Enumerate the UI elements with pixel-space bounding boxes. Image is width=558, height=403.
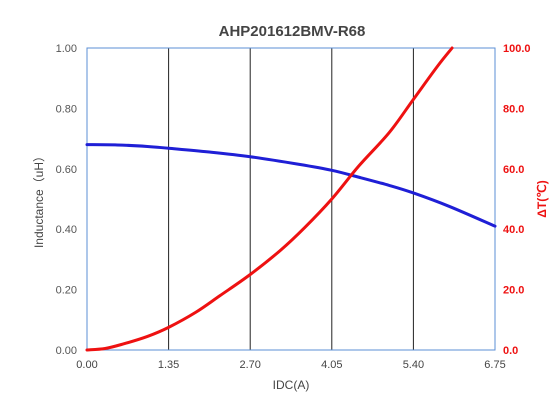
inductance-series-line (85, 143, 497, 228)
x-tick-label: 5.40 (403, 359, 424, 371)
right-y-axis-label: ΔT(℃) (535, 180, 549, 217)
left-y-tick-label: 0.20 (56, 285, 77, 297)
right-y-axis-ticks: 0.0 20.0 40.0 60.0 80.0 100.0 (503, 43, 531, 357)
temperature-rise-series-line (85, 46, 454, 352)
chart-title: AHP201612BMV-R68 (219, 23, 366, 40)
left-y-tick-label: 0.00 (56, 345, 77, 357)
left-y-axis-ticks: 0.00 0.20 0.40 0.60 0.80 1.00 (56, 43, 77, 357)
x-tick-label: 4.05 (321, 359, 342, 371)
x-axis-ticks: 0.00 1.35 2.70 4.05 5.40 6.75 (76, 359, 505, 371)
left-y-tick-label: 0.80 (56, 103, 77, 115)
x-tick-label: 6.75 (484, 359, 505, 371)
x-axis-label: IDC(A) (273, 378, 310, 392)
right-y-tick-label: 80.0 (503, 103, 524, 115)
x-tick-label: 0.00 (76, 359, 97, 371)
right-y-tick-label: 100.0 (503, 43, 531, 55)
x-tick-label: 1.35 (158, 359, 179, 371)
right-y-tick-label: 0.0 (503, 345, 518, 357)
plot-area-border (86, 47, 496, 351)
left-y-tick-label: 0.60 (56, 164, 77, 176)
right-y-tick-label: 20.0 (503, 285, 524, 297)
left-y-tick-label: 1.00 (56, 43, 77, 55)
x-tick-label: 2.70 (239, 359, 260, 371)
left-y-axis-label: Inductance（uH） (32, 150, 46, 248)
right-y-tick-label: 60.0 (503, 164, 524, 176)
series-lines (85, 46, 497, 352)
right-y-tick-label: 40.0 (503, 224, 524, 236)
left-y-tick-label: 0.40 (56, 224, 77, 236)
